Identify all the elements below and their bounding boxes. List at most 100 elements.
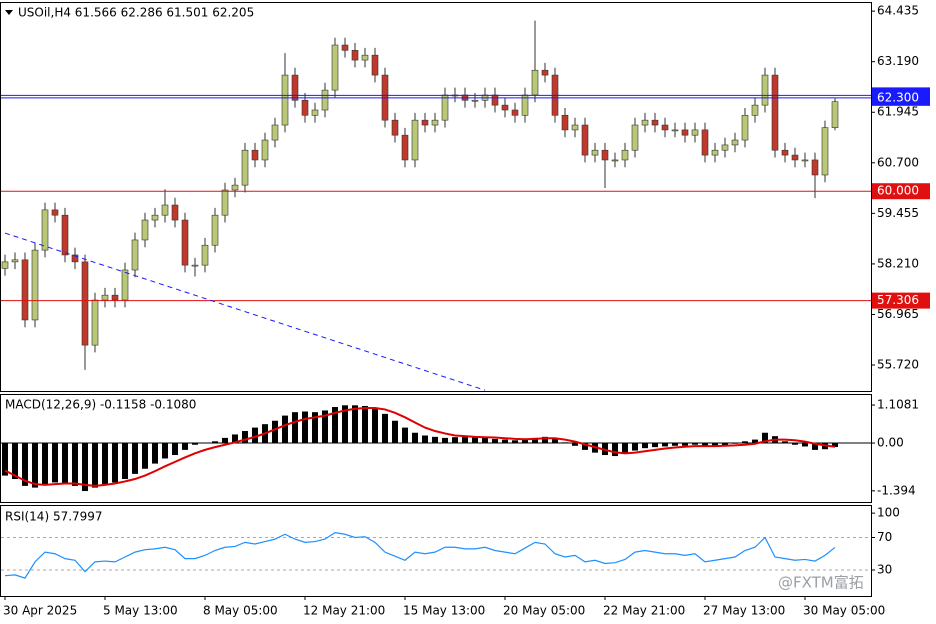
- candle-body: [411, 119, 419, 161]
- panel-title: MACD(12,26,9) -0.1158 -0.1080: [5, 398, 196, 412]
- candle-body: [621, 149, 629, 161]
- macd-bar: [492, 438, 498, 444]
- candle-body: [681, 129, 689, 136]
- y-tick-label: 64.435: [877, 4, 919, 18]
- level-tag: [872, 183, 930, 200]
- macd-bar: [62, 443, 68, 485]
- candle-body: [651, 119, 659, 126]
- macd-bar: [172, 443, 178, 456]
- candle-body: [591, 149, 599, 156]
- macd-bar: [502, 439, 508, 444]
- candle-body: [171, 204, 179, 221]
- candle-body: [331, 44, 339, 91]
- candle-body: [311, 109, 319, 116]
- candle-body: [821, 127, 829, 176]
- candle-body: [501, 104, 509, 111]
- y-tick-label: 59.455: [877, 206, 919, 220]
- macd-bar: [92, 443, 98, 488]
- rsi-line: [4, 531, 836, 579]
- level-tag: [872, 89, 930, 106]
- candle-body: [161, 204, 169, 216]
- x-tick-label: 30 Apr 2025: [3, 604, 77, 618]
- macd-bar: [652, 443, 658, 448]
- rsi-panel: [0, 505, 872, 597]
- level-tag-label: 62.300: [877, 90, 919, 104]
- candle-body: [401, 134, 409, 161]
- candle-body: [701, 129, 709, 156]
- macd-bar: [462, 436, 468, 444]
- candle-body: [631, 124, 639, 151]
- macd-bar: [22, 443, 28, 486]
- macd-bar: [182, 443, 188, 450]
- macd-bar: [782, 441, 788, 444]
- candle-body: [351, 50, 359, 61]
- candle-body: [791, 154, 799, 161]
- candle-body: [661, 124, 669, 131]
- macd-bar: [282, 415, 288, 444]
- macd-bar: [662, 443, 668, 447]
- macd-bar: [832, 443, 838, 447]
- level-tag-label: 57.306: [877, 293, 919, 307]
- candle-body: [671, 129, 679, 132]
- macd-bar: [422, 435, 428, 444]
- x-tick-label: 8 May 05:00: [203, 604, 278, 618]
- macd-bar: [362, 406, 368, 444]
- x-tick-label: 30 May 05:00: [803, 604, 885, 618]
- macd-bar: [632, 443, 638, 451]
- price-panel: [0, 2, 872, 392]
- candle-body: [201, 244, 209, 266]
- macd-bar: [552, 438, 558, 444]
- y-tick-label: 63.190: [877, 54, 919, 68]
- macd-bar: [672, 443, 678, 446]
- macd-bar: [312, 412, 318, 444]
- candle-body: [781, 149, 789, 156]
- candle-body: [61, 214, 69, 256]
- macd-bar: [342, 405, 348, 444]
- candle-body: [741, 114, 749, 141]
- macd-bar: [452, 437, 458, 444]
- y-tick-label: 58.210: [877, 256, 919, 270]
- candle-body: [341, 44, 349, 51]
- candle-body: [371, 54, 379, 76]
- macd-bar: [332, 407, 338, 444]
- watermark: @FXTM富拓: [778, 574, 864, 592]
- macd-bar: [522, 439, 528, 444]
- macd-bar: [542, 436, 548, 444]
- macd-bar: [692, 443, 698, 445]
- candle-body: [301, 99, 309, 116]
- candle-body: [11, 259, 19, 263]
- macd-bar: [532, 437, 538, 444]
- candle-body: [231, 184, 239, 191]
- x-tick-label: 20 May 05:00: [503, 604, 585, 618]
- candle-body: [1, 261, 9, 269]
- macd-bar: [742, 441, 748, 444]
- macd-bar: [702, 443, 708, 447]
- candle-body: [771, 74, 779, 151]
- macd-bar: [222, 437, 228, 444]
- x-tick-label: 5 May 13:00: [103, 604, 178, 618]
- candle-body: [361, 54, 369, 61]
- trendline: [4, 232, 486, 391]
- candle-body: [191, 264, 199, 267]
- macd-bar: [32, 443, 38, 488]
- candle-body: [711, 149, 719, 156]
- menu-arrow[interactable]: [5, 10, 13, 15]
- candle-body: [181, 219, 189, 266]
- macd-bar: [752, 439, 758, 444]
- macd-bar: [212, 441, 218, 444]
- macd-bar: [2, 443, 8, 476]
- macd-bar: [232, 434, 238, 444]
- candle-body: [431, 119, 439, 126]
- candle-body: [141, 219, 149, 241]
- macd-bar: [762, 432, 768, 444]
- candle-body: [151, 214, 159, 221]
- y-tick-label: 70: [877, 530, 892, 544]
- macd-bar: [382, 413, 388, 444]
- candle-body: [101, 294, 109, 301]
- macd-panel: [0, 394, 872, 503]
- macd-bar: [612, 443, 618, 457]
- x-tick-label: 27 May 13:00: [703, 604, 785, 618]
- y-tick-label: 0.00: [877, 436, 904, 450]
